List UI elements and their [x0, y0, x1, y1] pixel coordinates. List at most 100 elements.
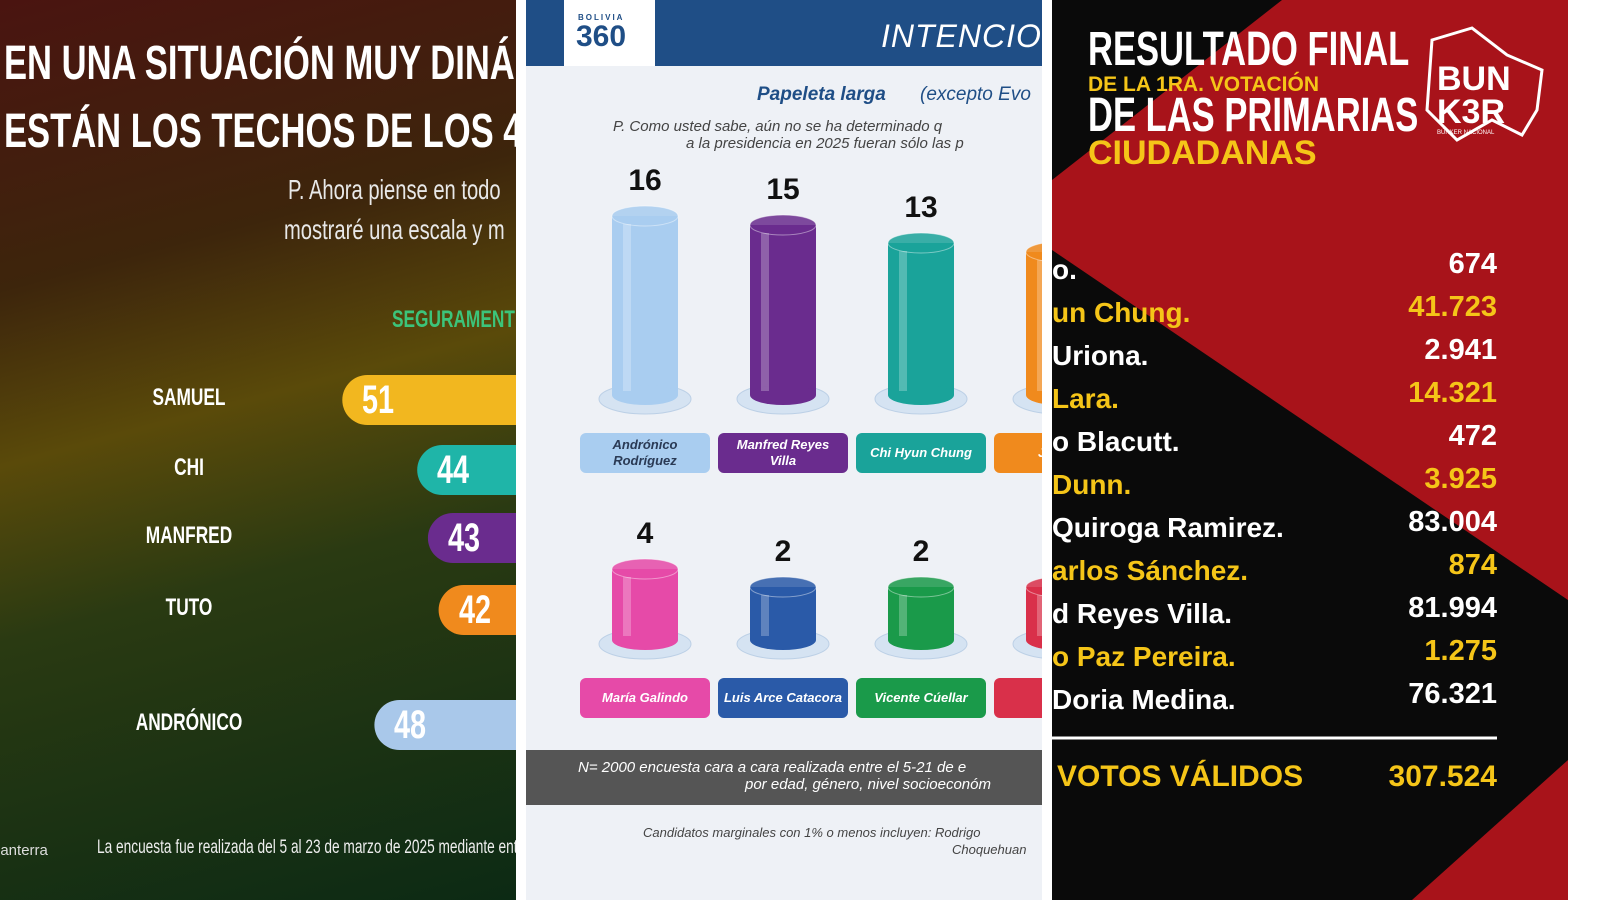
- cylinder: [888, 243, 954, 395]
- value-label: 2: [774, 535, 792, 568]
- category-label: Chi Hyun Chung: [870, 445, 972, 460]
- candidate-votes: 2.941: [1424, 334, 1497, 366]
- category-label: TUTO: [165, 594, 213, 621]
- total-value: 307.524: [1388, 760, 1497, 793]
- bar: [374, 700, 516, 750]
- footer-line: N= 2000 encuesta cara a cara realizada e…: [578, 759, 967, 776]
- results-svg: [1052, 0, 1568, 900]
- cylinder-base: [750, 630, 816, 650]
- title-line: ESTÁN LOS TECHOS DE LOS 4 P: [4, 105, 516, 158]
- candidate-name: Quiroga Ramirez.: [1052, 512, 1284, 543]
- cylinder: [612, 569, 678, 640]
- highlight: [899, 595, 907, 636]
- candidate-votes: 76.321: [1408, 678, 1497, 710]
- category-label: Luis Arce Catacora: [723, 690, 842, 705]
- bar-value: 44: [437, 448, 470, 492]
- category-box: [856, 678, 986, 718]
- highlight: [761, 595, 769, 636]
- title-line: EN UNA SITUACIÓN MUY DINÁM: [4, 37, 516, 90]
- cylinders-svg: [526, 0, 1042, 805]
- brand: banterra: [0, 842, 48, 859]
- value-label: 2: [912, 535, 930, 568]
- cylinder: [1026, 587, 1042, 640]
- candidate-votes: 81.994: [1408, 592, 1497, 624]
- cylinder-base: [1026, 631, 1042, 649]
- value-label: 13: [904, 191, 938, 224]
- bar-value: 48: [394, 703, 427, 747]
- category-label: MANFRED: [145, 522, 233, 549]
- cylinder: [750, 225, 816, 395]
- candidate-name: d Reyes Villa.: [1052, 598, 1233, 629]
- highlight: [623, 224, 631, 391]
- category-box: [994, 678, 1042, 718]
- highlight: [1037, 260, 1042, 391]
- category-label: CHI: [174, 454, 204, 481]
- category-label: ANDRÓNICO: [135, 709, 243, 736]
- candidate-votes: 874: [1448, 549, 1497, 581]
- bar: [438, 585, 516, 635]
- candidate-votes: 14.321: [1408, 377, 1497, 409]
- panel-intention: BOLIVIA 360 INTENCIO Papeleta larga (excepto…: [526, 0, 1042, 900]
- question-line: P. Como usted sabe, aún no se ha determi…: [613, 118, 943, 135]
- cylinder-base: [612, 630, 678, 650]
- category-label: María Galindo: [602, 690, 688, 705]
- question-line: mostraré una escala y m: [284, 214, 505, 245]
- column-header: SEGURAMENTE: [392, 306, 516, 333]
- category-box: [994, 433, 1042, 473]
- logo-top: BOLIVIA: [578, 13, 625, 22]
- cylinder-top: [1025, 242, 1042, 262]
- candidate-name: Doria Medina.: [1052, 684, 1236, 715]
- logo-box: [564, 0, 655, 66]
- candidate-votes: 3.925: [1424, 463, 1497, 495]
- footer-band: [526, 750, 1042, 805]
- cylinder-top: [749, 214, 817, 236]
- category-label: SAMUEL: [152, 384, 226, 411]
- red-shape: [1052, 0, 1568, 600]
- category-box: [718, 433, 848, 473]
- cylinder-base: [750, 385, 816, 405]
- question-line: a la presidencia en 2025 fueran sólo las…: [686, 135, 964, 152]
- value-label: 4: [636, 517, 654, 550]
- category-box: [718, 678, 848, 718]
- note-line: Candidatos marginales con 1% o menos inc…: [643, 825, 981, 840]
- cylinder-top: [611, 205, 679, 227]
- subtitle-note: (excepto Evo: [920, 84, 1031, 105]
- bar: [417, 445, 516, 495]
- logo-sub: BÚNKER NACIONAL: [1437, 130, 1495, 136]
- candidate-name: Lara.: [1052, 383, 1119, 414]
- candidate-votes: 674: [1448, 248, 1497, 280]
- title-line: CIUDADANAS: [1088, 134, 1317, 172]
- candidate-name: un Chung.: [1052, 297, 1191, 328]
- question-line: P. Ahora piense en todo: [288, 174, 501, 205]
- candidate-votes: 41.723: [1408, 291, 1497, 323]
- category-label: Jorg Q: [999, 437, 1042, 469]
- bars-svg: [342, 375, 516, 750]
- logo-text: K3R: [1437, 93, 1506, 131]
- source-note: La encuesta fue realizada del 5 al 23 de…: [97, 837, 516, 858]
- logo-text: BUN: [1437, 60, 1511, 98]
- highlight: [623, 577, 631, 636]
- cylinder-top: [749, 576, 817, 598]
- cylinder-base: [612, 385, 678, 405]
- value-label: 15: [766, 173, 800, 206]
- category-box: [580, 678, 710, 718]
- cylinder-base: [888, 385, 954, 405]
- bar-value: 43: [447, 516, 480, 560]
- bar: [342, 375, 516, 425]
- highlight: [899, 251, 907, 391]
- candidate-name: arlos Sánchez.: [1052, 555, 1249, 586]
- candidate-votes: 1.275: [1424, 635, 1497, 667]
- total-label: VOTOS VÁLIDOS: [1057, 760, 1304, 793]
- subtitle: Papeleta larga: [757, 84, 886, 105]
- title-line: DE LA 1RA. VOTACIÓN: [1088, 73, 1320, 96]
- category-box: [856, 433, 986, 473]
- candidate-name: Dunn.: [1052, 469, 1132, 500]
- cylinder: [1026, 252, 1042, 395]
- candidate-name: o Paz Pereira.: [1052, 641, 1236, 672]
- header-title: INTENCIO: [881, 18, 1042, 54]
- value-label: 16: [628, 164, 662, 197]
- category-label: Ev: [999, 682, 1042, 714]
- candidate-name: o Blacutt.: [1052, 426, 1180, 457]
- bar-value: 42: [458, 588, 491, 632]
- category-label: Vicente Cúellar: [874, 690, 968, 705]
